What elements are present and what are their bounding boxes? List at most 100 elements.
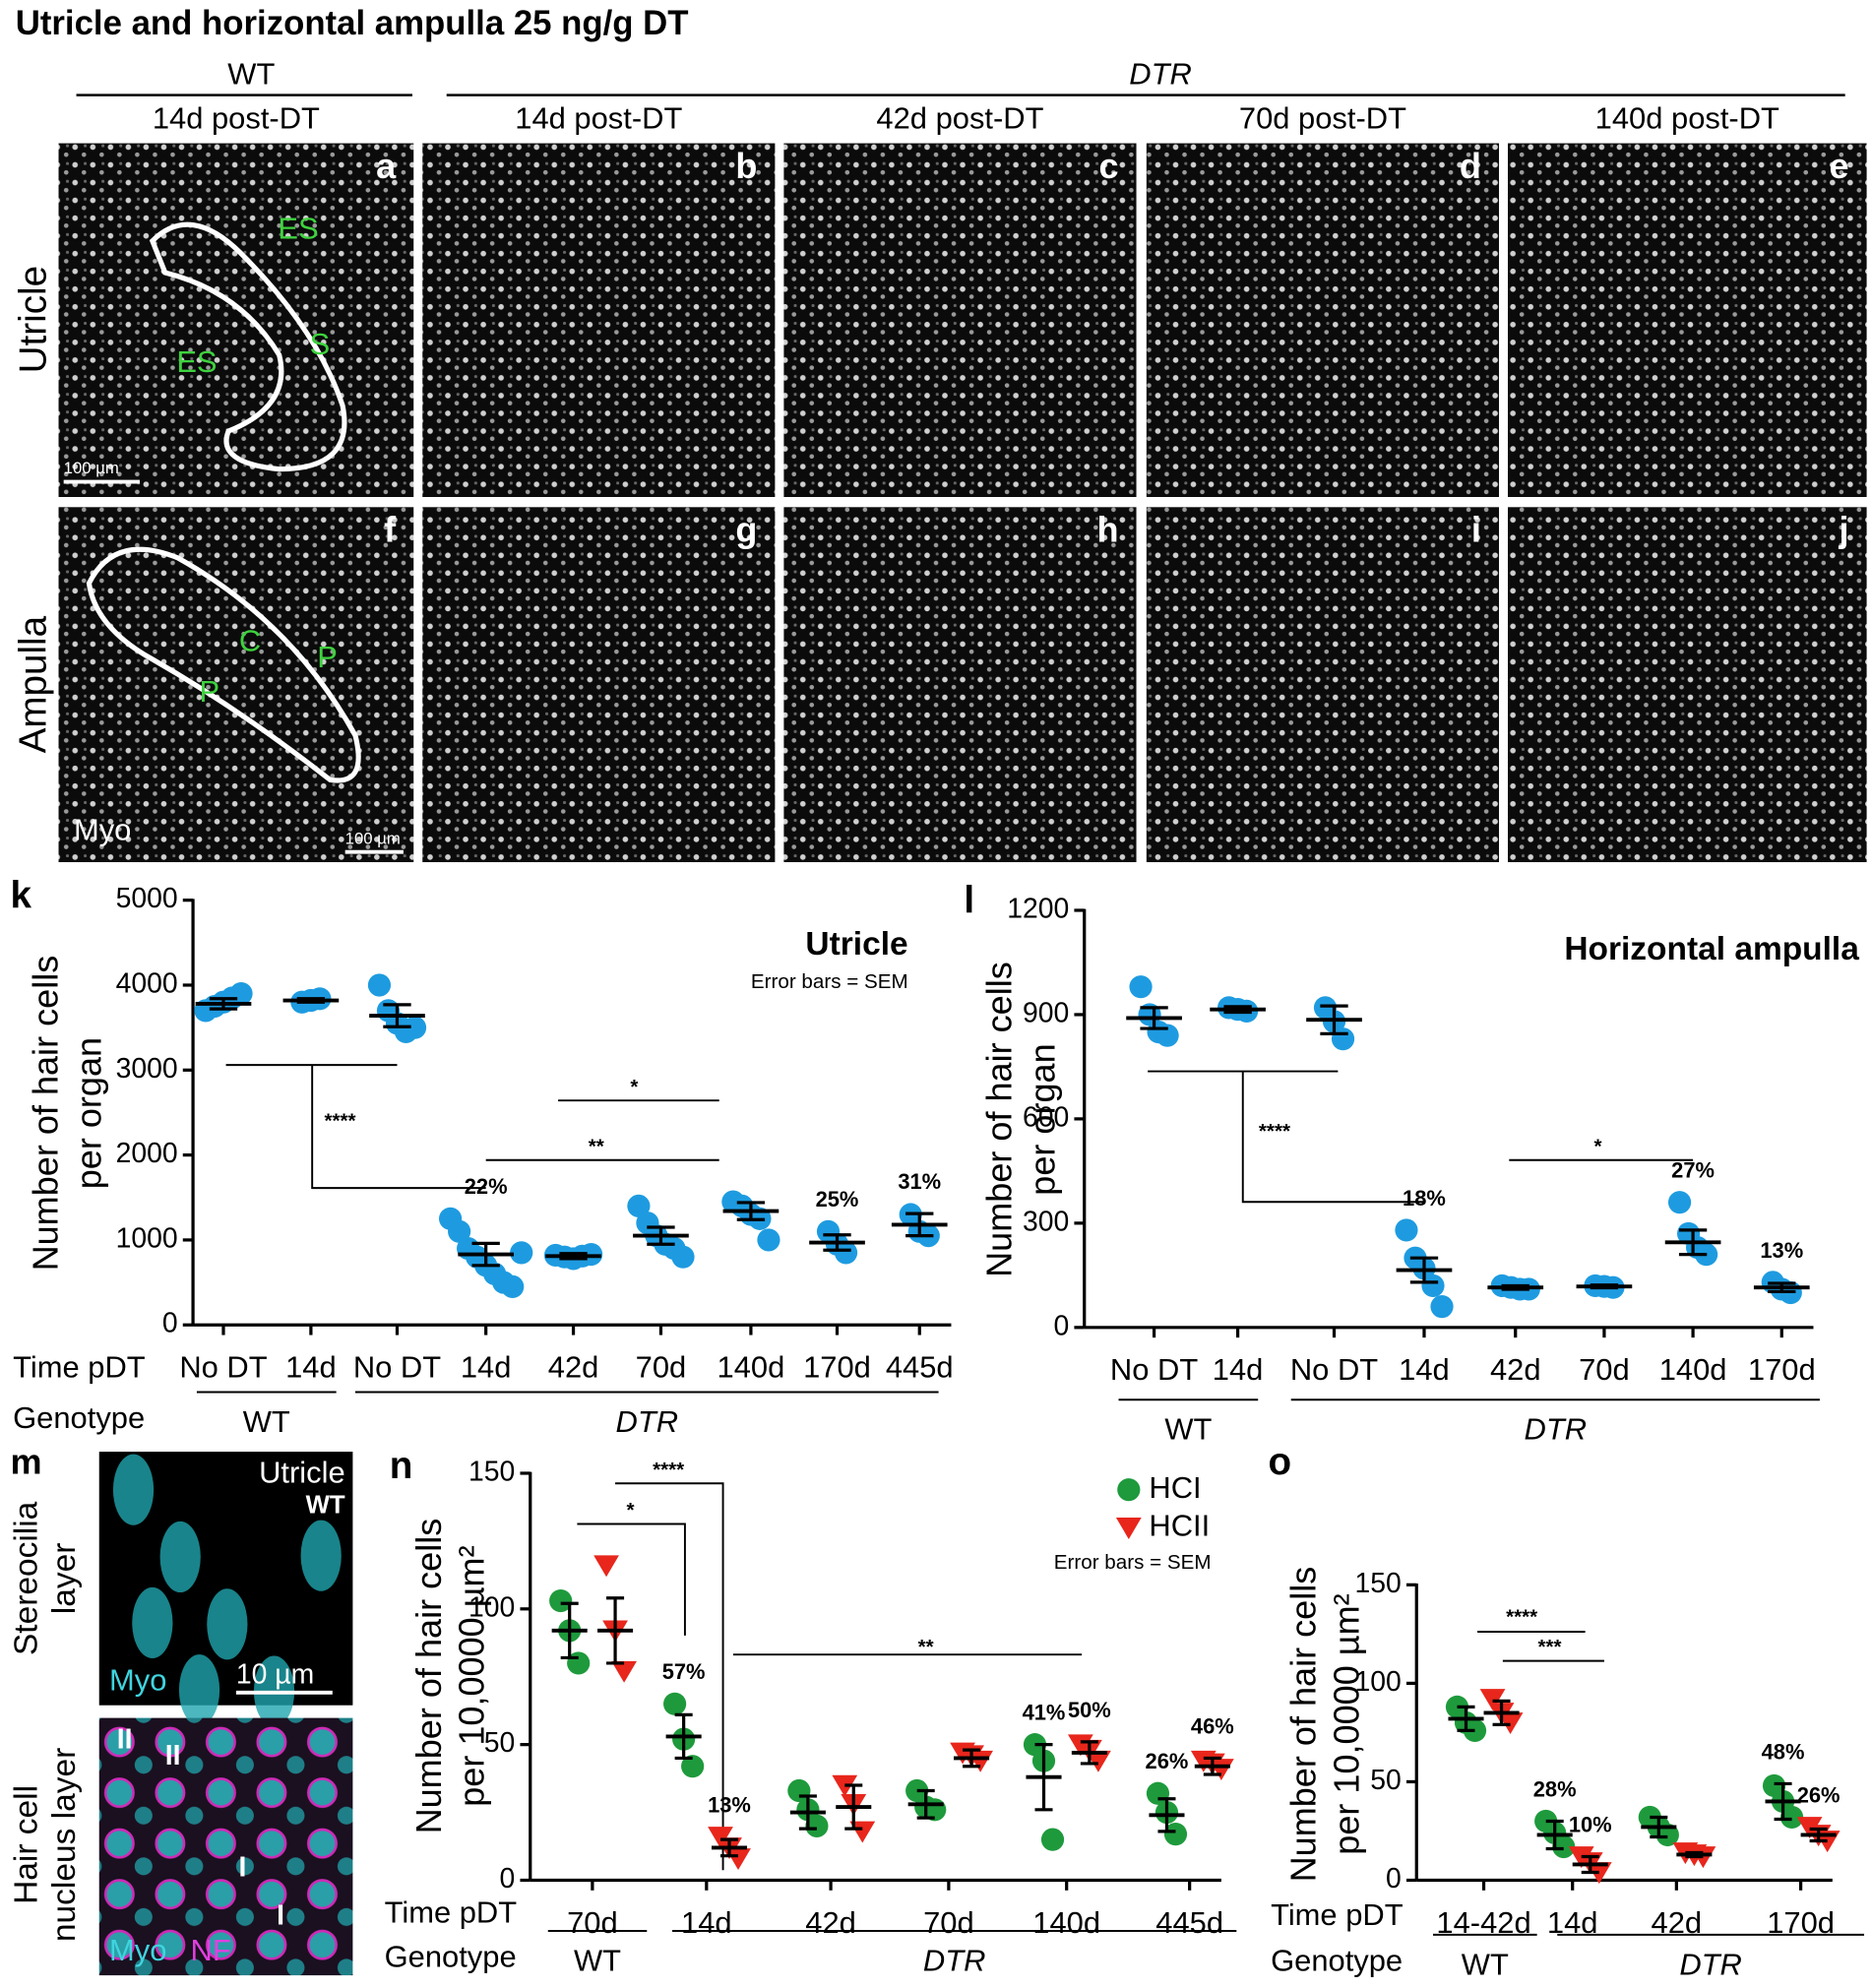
legend-marker bbox=[1117, 1478, 1141, 1502]
panel-letter: b bbox=[735, 146, 757, 186]
x-tick-label: 14d bbox=[681, 1905, 732, 1940]
micrograph bbox=[783, 143, 1137, 497]
significance-label: * bbox=[630, 1076, 638, 1098]
data-point bbox=[663, 1692, 687, 1715]
y-tick-label: 300 bbox=[1023, 1206, 1069, 1237]
legend-label: HCI bbox=[1149, 1470, 1201, 1505]
data-point bbox=[627, 1194, 651, 1217]
significance-bracket bbox=[225, 1064, 486, 1190]
significance-label: **** bbox=[1259, 1120, 1290, 1143]
micrograph bbox=[58, 507, 414, 863]
significance-label: * bbox=[1593, 1135, 1601, 1157]
data-point bbox=[510, 1241, 533, 1265]
error-bar bbox=[1203, 1756, 1221, 1776]
x-tick-label: No DT bbox=[353, 1349, 441, 1384]
y-tick-label: 50 bbox=[1370, 1765, 1402, 1796]
panel-text: Myo bbox=[109, 1933, 166, 1967]
column-header: 14d post-DT bbox=[153, 101, 320, 136]
error-bar bbox=[1545, 1819, 1564, 1851]
micrograph bbox=[422, 143, 776, 497]
y-tick-label: 4000 bbox=[116, 967, 178, 999]
x-tick-label: 14d bbox=[1213, 1352, 1264, 1387]
significance-bracket bbox=[615, 1482, 724, 1871]
y-tick-label: 150 bbox=[468, 1456, 515, 1487]
cell bbox=[159, 1521, 201, 1593]
x-tick-label: 170d bbox=[1748, 1352, 1816, 1387]
x-tick-label: 14-42d bbox=[1436, 1905, 1530, 1940]
error-bar bbox=[1590, 1283, 1619, 1290]
error-bar bbox=[798, 1794, 817, 1831]
percent-label: 27% bbox=[1671, 1158, 1715, 1183]
y-tick-label: 3000 bbox=[116, 1053, 178, 1085]
significance-bracket bbox=[577, 1522, 686, 1636]
panel-letter: e bbox=[1829, 146, 1848, 186]
micrograph bbox=[1508, 143, 1867, 497]
x-tick-label: 14d bbox=[285, 1349, 337, 1384]
error-bar bbox=[1080, 1740, 1098, 1766]
group-axis-label: Genotype bbox=[13, 1400, 145, 1435]
panel-text: P bbox=[317, 640, 338, 674]
y-tick-label: 5000 bbox=[116, 883, 178, 914]
data-point bbox=[757, 1228, 780, 1252]
panel-text: ES bbox=[278, 212, 318, 246]
panel-text: 10 µm bbox=[236, 1659, 314, 1691]
x-tick-label: No DT bbox=[179, 1349, 267, 1384]
cell bbox=[178, 1654, 220, 1726]
group-label: WT bbox=[574, 1943, 621, 1977]
cell bbox=[112, 1454, 155, 1525]
chart-title: Horizontal ampulla bbox=[1564, 931, 1859, 967]
y-tick-label: 0 bbox=[1386, 1863, 1402, 1895]
y-tick-label: 0 bbox=[162, 1308, 178, 1339]
panel-text: S bbox=[310, 327, 331, 361]
error-bar bbox=[1409, 1256, 1439, 1284]
row-label: layer bbox=[46, 1543, 83, 1615]
error-bar bbox=[1774, 1781, 1792, 1822]
percent-label: 13% bbox=[1760, 1238, 1803, 1263]
micrograph bbox=[1508, 507, 1867, 863]
error-bar bbox=[1457, 1705, 1475, 1733]
y-axis-label: per 10,0000 µm² bbox=[1327, 1593, 1367, 1854]
x-axis-label: Time pDT bbox=[13, 1349, 146, 1384]
panel-letter: d bbox=[1460, 146, 1481, 186]
data-point bbox=[501, 1274, 525, 1298]
panel-letter: j bbox=[1839, 510, 1849, 550]
panel-text: 100 µm bbox=[345, 829, 401, 847]
chart-subtitle: Error bars = SEM bbox=[751, 970, 908, 993]
panel-text: Myo bbox=[74, 812, 131, 846]
data-point bbox=[1208, 1759, 1234, 1781]
group-label: DTR bbox=[923, 1943, 986, 1977]
panel-text: 100 µm bbox=[64, 459, 119, 477]
y-tick-label: 900 bbox=[1023, 997, 1069, 1028]
error-bar bbox=[1140, 1006, 1168, 1030]
group-label: WT bbox=[243, 1404, 290, 1439]
y-tick-label: 150 bbox=[1355, 1568, 1402, 1599]
panel-text: ES bbox=[176, 344, 217, 379]
error-bar bbox=[647, 1225, 675, 1246]
column-header: 70d post-DT bbox=[1239, 101, 1406, 136]
panel-letter: g bbox=[735, 510, 757, 550]
y-tick-label: 50 bbox=[484, 1727, 516, 1759]
percent-label: 13% bbox=[708, 1792, 751, 1817]
x-tick-label: No DT bbox=[1110, 1352, 1198, 1387]
y-axis-label: Number of hair cells bbox=[408, 1519, 449, 1834]
error-bar bbox=[1320, 1004, 1348, 1035]
row-label: Stereocilia bbox=[8, 1501, 44, 1655]
outline bbox=[149, 221, 347, 472]
figure-title: Utricle and horizontal ampulla 25 ng/g D… bbox=[16, 5, 689, 42]
panel-letter: n bbox=[390, 1445, 413, 1487]
y-tick-label: 2000 bbox=[116, 1138, 178, 1169]
y-tick-label: 0 bbox=[500, 1863, 516, 1895]
panel-letter: l bbox=[964, 879, 974, 921]
chart-title: Utricle bbox=[805, 926, 907, 963]
micrograph bbox=[783, 507, 1137, 863]
data-point bbox=[967, 1750, 993, 1772]
x-tick-label: 170d bbox=[1767, 1905, 1835, 1940]
panel-letter: k bbox=[11, 874, 32, 916]
group-label: WT bbox=[1462, 1947, 1509, 1981]
percent-label: 28% bbox=[1533, 1776, 1577, 1801]
panel-letter: f bbox=[384, 510, 397, 550]
significance-bracket bbox=[1148, 1070, 1424, 1204]
row-label: Ampulla bbox=[13, 615, 55, 753]
x-tick-label: 14d bbox=[461, 1349, 512, 1384]
error-bar bbox=[905, 1211, 934, 1238]
